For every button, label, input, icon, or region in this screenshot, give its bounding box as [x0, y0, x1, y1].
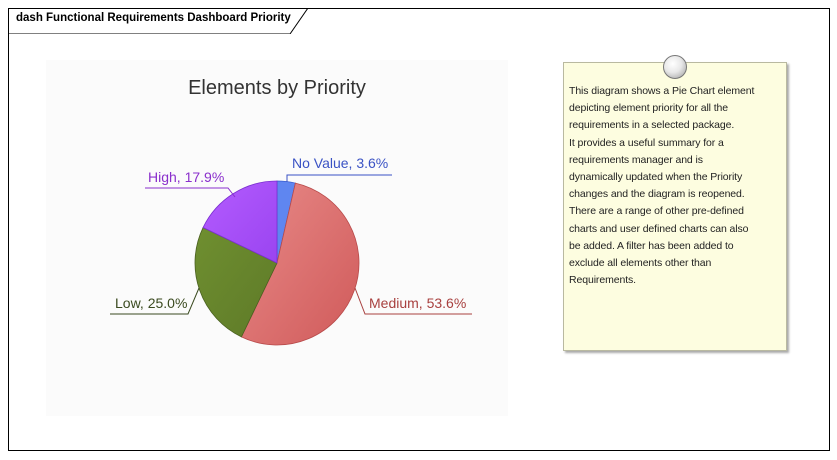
- note-line: exclude all elements other than: [569, 257, 712, 270]
- leader-no-value: [286, 174, 392, 182]
- note-element[interactable]: [563, 62, 787, 351]
- note-line: Requirements.: [569, 274, 636, 287]
- note-line: be added. A filter has been added to: [569, 239, 734, 252]
- note-line: changes and the diagram is reopened.: [569, 188, 745, 201]
- frame-title: dash Functional Requirements Dashboard P…: [16, 12, 291, 24]
- note-line: It provides a useful summary for a: [569, 136, 724, 149]
- chart-title: Elements by Priority: [188, 77, 366, 99]
- slice-high: [202, 180, 278, 264]
- note-text: This diagram shows a Pie Chart element de…: [569, 83, 787, 289]
- note-line: This diagram shows a Pie Chart element: [569, 85, 755, 97]
- slice-medium: [240, 182, 360, 346]
- pie-slices: [194, 180, 360, 346]
- leader-high: [145, 187, 236, 198]
- frame-tab-outline-icon: [8, 8, 308, 34]
- pin-icon: [663, 55, 687, 79]
- leader-low: [110, 287, 200, 315]
- slice-label-no-value: No Value, 3.6%: [292, 155, 389, 171]
- note-line: depicting element priority for all the: [569, 102, 729, 115]
- note-line: charts and user defined charts can also: [569, 222, 749, 235]
- slice-label-medium: Medium, 53.6%: [369, 295, 467, 311]
- slice-label-high: High, 17.9%: [148, 169, 225, 185]
- note-line: requirements in a selected package.: [569, 119, 735, 132]
- leader-medium: [354, 287, 472, 315]
- slice-low: [194, 227, 278, 338]
- note-line: There are a range of other pre-defined: [569, 205, 744, 218]
- slice-label-low: Low, 25.0%: [115, 295, 188, 311]
- note-line: dynamically updated when the Priority: [569, 171, 743, 184]
- note-line: requirements manager and is: [569, 153, 703, 166]
